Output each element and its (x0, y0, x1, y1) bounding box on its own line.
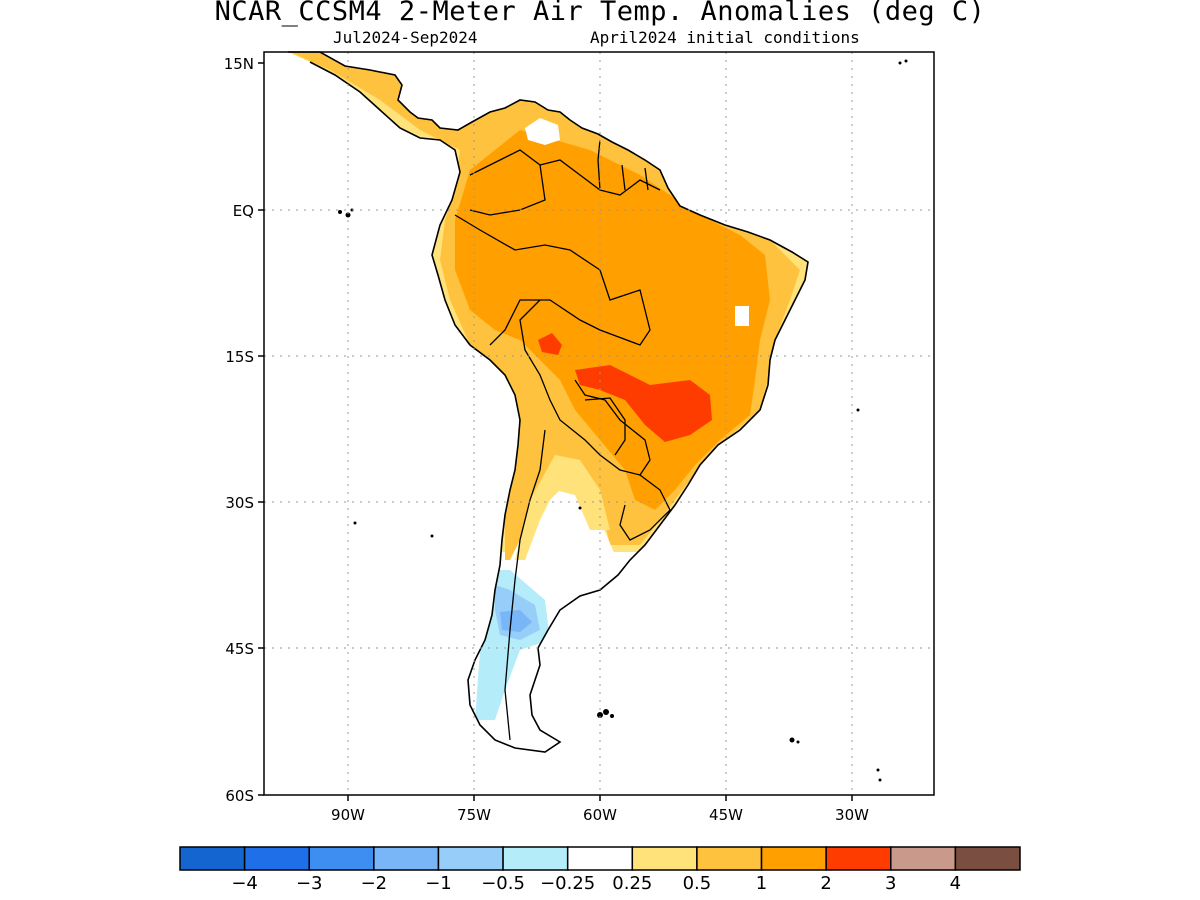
lat-label-15n: 15N (224, 55, 254, 73)
lat-label-60s: 60S (225, 787, 254, 805)
colorbar-swatch (308, 846, 375, 871)
colorbar-label: 0.5 (683, 873, 712, 894)
coastline (288, 51, 809, 753)
colorbar-label: −0.5 (481, 873, 525, 894)
lon-label-30w: 30W (835, 806, 869, 824)
colorbar-label: 4 (950, 873, 961, 894)
colorbar-swatch (373, 846, 440, 871)
lon-label-75w: 75W (457, 806, 491, 824)
subtitle-period: Jul2024-Sep2024 (333, 28, 478, 47)
map-title: NCAR_CCSM4 2-Meter Air Temp. Anomalies (… (214, 0, 986, 27)
colorbar-label: −2 (361, 873, 388, 894)
map-frame (263, 51, 935, 796)
lon-label-60w: 60W (583, 806, 617, 824)
colorbar-label: −1 (425, 873, 452, 894)
lat-label-15s: 15S (225, 348, 254, 366)
colorbar: −4 −3 −2 −1 −0.5 −0.25 0.25 0.5 1 2 3 4 (179, 846, 1021, 894)
colorbar-swatch (760, 846, 827, 871)
colorbar-swatch (696, 846, 763, 871)
country-borders (454, 139, 671, 741)
colorbar-label: −4 (231, 873, 258, 894)
colorbar-swatch (437, 846, 504, 871)
lat-label-30s: 30S (225, 494, 254, 512)
colorbar-swatch (243, 846, 310, 871)
colorbar-label: −3 (296, 873, 323, 894)
colorbar-swatch (631, 846, 698, 871)
colorbar-swatch (566, 846, 634, 871)
lat-label-eq: EQ (233, 202, 254, 220)
colorbar-label: 1 (756, 873, 767, 894)
colorbar-swatch (502, 846, 569, 871)
islands (338, 59, 908, 782)
lon-label-90w: 90W (331, 806, 365, 824)
colorbar-swatch (825, 846, 892, 871)
colorbar-swatch (890, 846, 957, 871)
colorbar-label: 0.25 (612, 873, 652, 894)
colorbar-label: 2 (820, 873, 831, 894)
subtitle-initial-conditions: April2024 initial conditions (590, 28, 860, 47)
colorbar-label: −0.25 (540, 873, 595, 894)
lon-label-45w: 45W (709, 806, 743, 824)
lat-label-45s: 45S (225, 640, 254, 658)
colorbar-swatch (179, 846, 246, 871)
colorbar-swatch (954, 846, 1021, 871)
colorbar-label: 3 (885, 873, 896, 894)
